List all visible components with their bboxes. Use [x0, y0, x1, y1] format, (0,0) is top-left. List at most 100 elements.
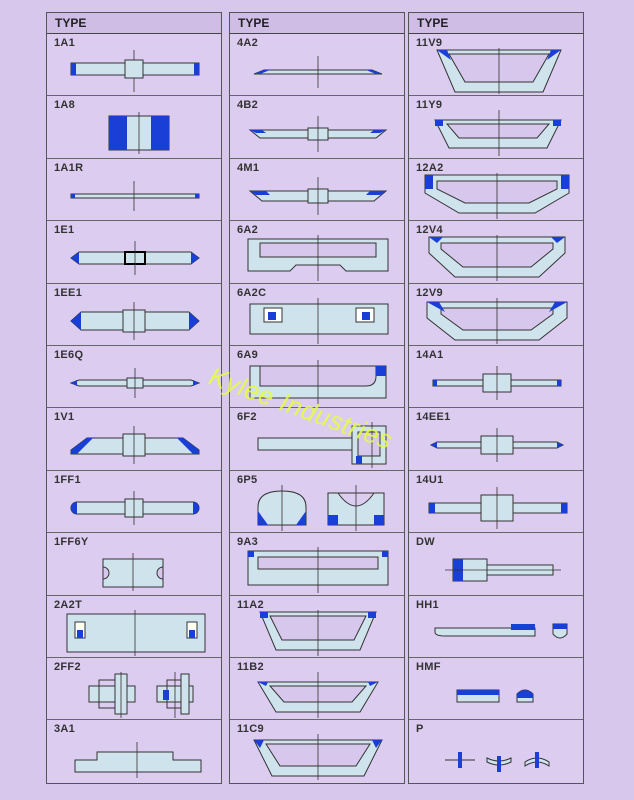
wheel-1ff6y-icon	[102, 553, 164, 592]
type-cell: 12V4	[409, 221, 583, 284]
type-label: 11V9	[416, 37, 443, 49]
wheel-hmf-icon	[456, 689, 534, 703]
type-cell: 14U1	[409, 471, 583, 534]
wheel-12v9-icon	[426, 297, 568, 344]
wheel-6a9-icon	[249, 359, 387, 406]
wheel-1ee1-icon	[70, 301, 200, 340]
wheel-2a2t-icon	[66, 609, 206, 656]
type-cell: 2FF2	[47, 658, 221, 721]
type-cell: 3A1	[47, 720, 221, 782]
type-cell: 14A1	[409, 346, 583, 409]
type-label: 9A3	[237, 536, 259, 549]
column-3: TYPE 11V9 11Y9 12A2 12V4 12V9 14A1 14EE1…	[408, 12, 584, 784]
type-label: 6A9	[237, 348, 259, 361]
type-cell: 1A8	[47, 96, 221, 159]
type-label: 11B2	[237, 660, 264, 673]
column-header: TYPE	[47, 13, 221, 34]
type-label: HMF	[416, 660, 441, 673]
wheel-1v1-icon	[70, 426, 200, 465]
wheel-14u1-icon	[428, 486, 568, 529]
wheel-1ff1-icon	[70, 490, 200, 525]
type-label: 1E6Q	[54, 348, 84, 361]
type-cell: DW	[409, 533, 583, 596]
wheel-6a2c-icon	[249, 297, 389, 344]
wheel-6f2-icon	[257, 422, 387, 469]
type-label: 12V9	[416, 286, 443, 299]
type-cell: 1EE1	[47, 284, 221, 346]
column-header: TYPE	[230, 13, 404, 34]
wheel-4a2-icon	[253, 56, 383, 88]
wheel-dw-icon	[445, 558, 561, 582]
wheel-1e1-icon	[70, 241, 200, 276]
type-cell: 11A2	[230, 596, 404, 658]
type-label: 1A8	[54, 99, 76, 112]
wheel-11a2-icon	[259, 609, 377, 656]
type-cell: 11C9	[230, 720, 404, 782]
type-cell: 6A9	[230, 346, 404, 409]
wheel-6p5-icon	[257, 484, 385, 531]
type-cell: 11B2	[230, 658, 404, 721]
type-cell: 6A2	[230, 221, 404, 284]
type-cell: 4M1	[230, 159, 404, 222]
type-cell: 6P5	[230, 471, 404, 534]
type-cell: 1A1R	[47, 159, 221, 222]
type-cell: 12A2	[409, 159, 583, 222]
type-cell: 1FF6Y	[47, 533, 221, 596]
wheel-11v9-icon	[436, 48, 562, 94]
wheel-3a1-icon	[74, 742, 202, 779]
type-label: 1FF1	[54, 473, 81, 486]
type-cell: 1FF1	[47, 471, 221, 534]
type-cell: 12V9	[409, 284, 583, 346]
type-cell: 11V9	[409, 34, 583, 97]
type-label: 12V4	[416, 224, 443, 237]
type-label: 12A2	[416, 161, 444, 174]
wheel-11c9-icon	[253, 734, 383, 781]
wheel-6a2-icon	[247, 235, 389, 282]
type-cell: 1A1	[47, 34, 221, 97]
column-2: TYPE 4A2 4B2 4M1 6A2 6A2C 6A9 6F2 6P5 9A…	[229, 12, 405, 784]
wheel-11b2-icon	[257, 671, 379, 718]
type-label: 14EE1	[416, 411, 451, 424]
type-cell: 6A2C	[230, 284, 404, 346]
type-label: 1FF6Y	[54, 536, 89, 549]
type-label: P	[416, 723, 424, 736]
type-cell: HMF	[409, 658, 583, 721]
type-cell: 11Y9	[409, 96, 583, 159]
wheel-14ee1-icon	[429, 428, 565, 463]
wheel-14a1-icon	[432, 365, 562, 400]
type-cell: P	[409, 720, 583, 782]
type-label: 4M1	[237, 161, 260, 174]
wheel-1a1-icon	[70, 50, 200, 92]
type-cell: 6F2	[230, 408, 404, 471]
type-cell: 2A2T	[47, 596, 221, 658]
type-label: 1A1	[54, 37, 76, 49]
type-label: 4B2	[237, 99, 259, 112]
type-label: 6A2C	[237, 286, 267, 299]
wheel-hh1-icon	[434, 623, 568, 639]
type-cell: 1E6Q	[47, 346, 221, 409]
type-cell: 1V1	[47, 408, 221, 471]
type-label: DW	[416, 536, 435, 549]
wheel-1e6q-icon	[69, 367, 201, 398]
type-label: 11Y9	[416, 99, 443, 112]
type-label: 14U1	[416, 473, 444, 486]
type-label: 1EE1	[54, 286, 83, 299]
type-cell: 14EE1	[409, 408, 583, 471]
type-label: 4A2	[237, 37, 259, 49]
type-cell: HH1	[409, 596, 583, 658]
wheel-11y9-icon	[434, 110, 562, 157]
type-cell: 1E1	[47, 221, 221, 284]
type-cell: 4B2	[230, 96, 404, 159]
column-1: TYPE 1A1 1A8 1A1R 1E1 1EE1 1E6Q 1V1 1FF1…	[46, 12, 222, 784]
type-label: 2FF2	[54, 660, 81, 673]
type-cell: 9A3	[230, 533, 404, 596]
wheel-12a2-icon	[424, 172, 570, 219]
wheel-12v4-icon	[428, 235, 566, 282]
column-header: TYPE	[409, 13, 583, 34]
wheel-p-icon	[445, 752, 550, 773]
wheel-1a1r-icon	[70, 180, 200, 211]
wheel-4b2-icon	[248, 116, 388, 153]
wheel-9a3-icon	[247, 547, 389, 594]
type-label: 1A1R	[54, 161, 84, 174]
type-label: 6P5	[237, 473, 258, 486]
